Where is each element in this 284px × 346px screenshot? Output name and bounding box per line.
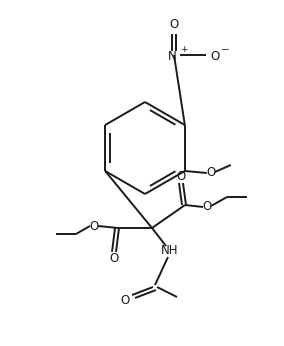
- Text: O: O: [206, 166, 216, 180]
- Text: O: O: [169, 18, 179, 31]
- Text: O: O: [202, 200, 212, 213]
- Text: O: O: [176, 171, 186, 183]
- Text: NH: NH: [161, 245, 179, 257]
- Text: O: O: [210, 49, 220, 63]
- Text: O: O: [120, 294, 130, 308]
- Text: O: O: [109, 252, 119, 264]
- Text: −: −: [221, 45, 230, 55]
- Text: N: N: [168, 49, 176, 63]
- Text: +: +: [180, 46, 187, 55]
- Text: O: O: [89, 219, 99, 233]
